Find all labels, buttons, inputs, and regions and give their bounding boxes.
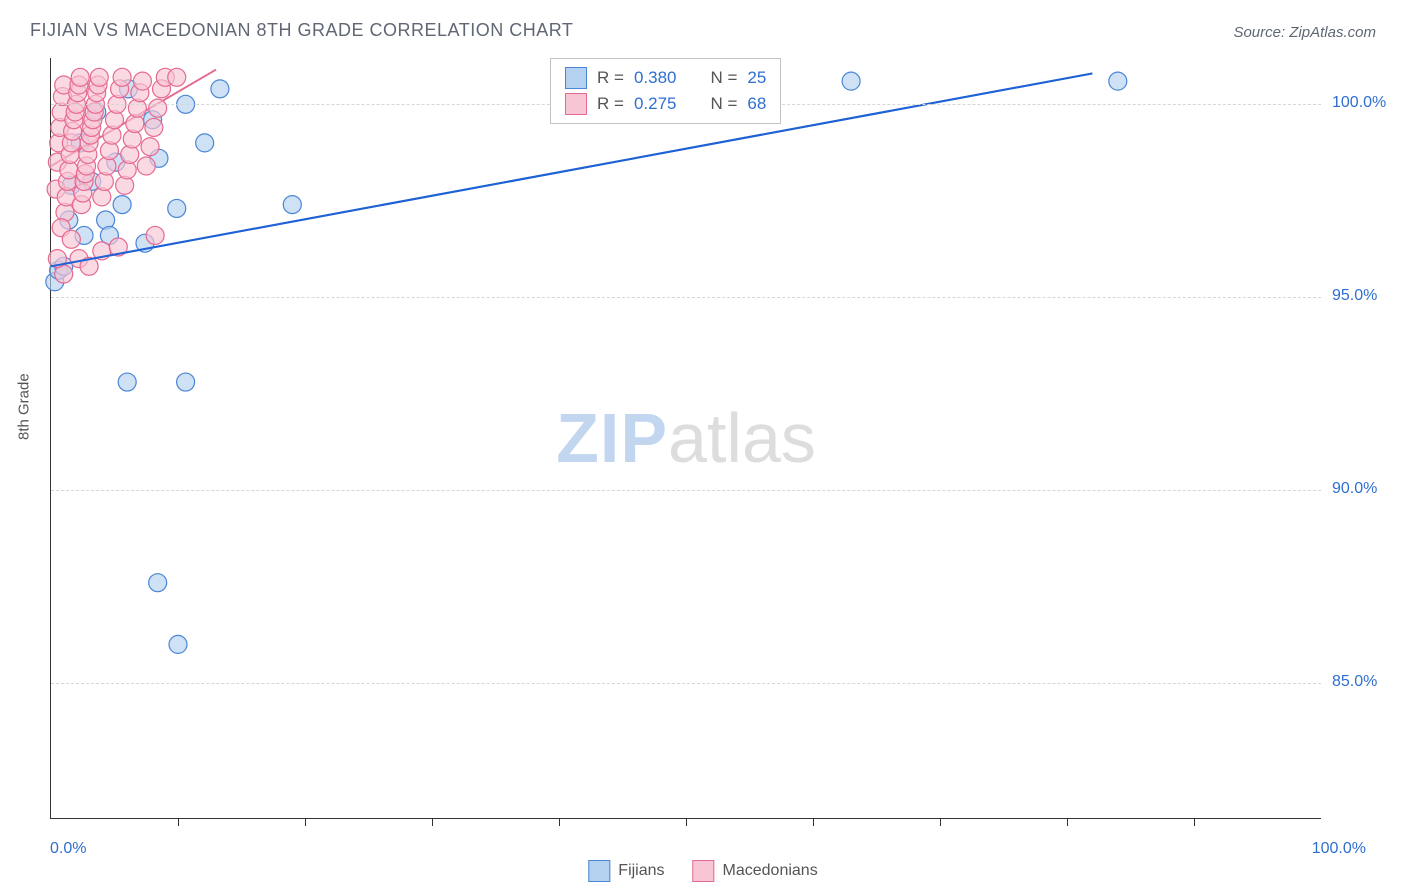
chart-title: FIJIAN VS MACEDONIAN 8TH GRADE CORRELATI… <box>30 20 573 41</box>
x-tick <box>813 818 814 826</box>
r-value-fijians: 0.380 <box>634 65 677 91</box>
x-tick <box>432 818 433 826</box>
x-tick <box>1194 818 1195 826</box>
x-tick <box>178 818 179 826</box>
correlation-legend: R = 0.380 N = 25 R = 0.275 N = 68 <box>550 58 781 124</box>
x-tick <box>305 818 306 826</box>
legend-row-macedonians: R = 0.275 N = 68 <box>565 91 766 117</box>
r-value-macedonians: 0.275 <box>634 91 677 117</box>
legend-row-fijians: R = 0.380 N = 25 <box>565 65 766 91</box>
source-label: Source: ZipAtlas.com <box>1233 24 1376 41</box>
legend-label-fijians: Fijians <box>618 862 664 880</box>
legend-item-macedonians: Macedonians <box>693 860 818 882</box>
x-tick <box>1067 818 1068 826</box>
legend-swatch-macedonians <box>565 93 587 115</box>
legend-swatch-fijians-bottom <box>588 860 610 882</box>
gridline <box>51 490 1321 491</box>
y-tick-label: 100.0% <box>1332 94 1386 112</box>
y-tick-label: 95.0% <box>1332 287 1377 305</box>
n-label: N = <box>710 65 737 91</box>
x-tick <box>940 818 941 826</box>
gridline <box>51 297 1321 298</box>
legend-swatch-macedonians-bottom <box>693 860 715 882</box>
n-value-fijians: 25 <box>747 65 766 91</box>
y-axis-label: 8th Grade <box>16 373 33 440</box>
gridline <box>51 683 1321 684</box>
r-label: R = <box>597 65 624 91</box>
r-label: R = <box>597 91 624 117</box>
y-tick-label: 85.0% <box>1332 673 1377 691</box>
plot-svg <box>51 58 1321 818</box>
x-tick <box>686 818 687 826</box>
legend-item-fijians: Fijians <box>588 860 664 882</box>
legend-label-macedonians: Macedonians <box>723 862 818 880</box>
x-max-label: 100.0% <box>1312 840 1366 858</box>
legend-swatch-fijians <box>565 67 587 89</box>
n-label: N = <box>710 91 737 117</box>
x-min-label: 0.0% <box>50 840 86 858</box>
plot-area: ZIPatlas <box>50 58 1321 819</box>
series-legend: Fijians Macedonians <box>588 860 817 882</box>
n-value-macedonians: 68 <box>747 91 766 117</box>
x-tick <box>559 818 560 826</box>
y-tick-label: 90.0% <box>1332 480 1377 498</box>
